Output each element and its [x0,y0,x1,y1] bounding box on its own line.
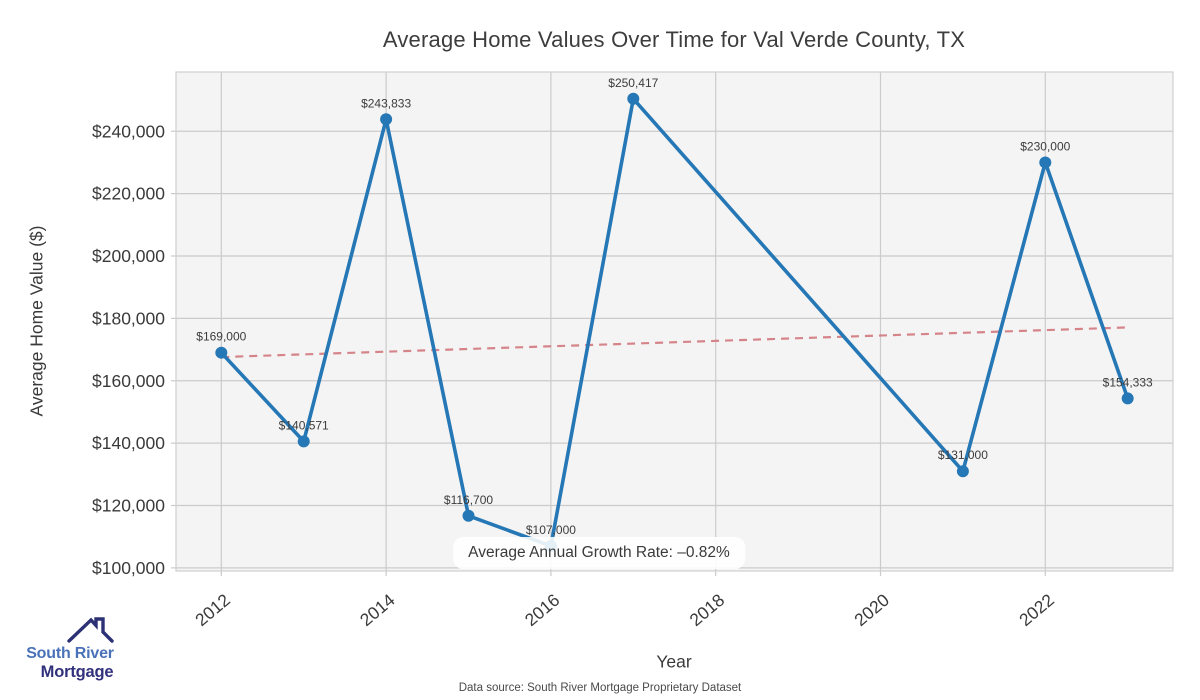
data-point-marker [627,92,640,105]
data-point-label: $116,700 [444,493,493,507]
y-tick-label: $120,000 [92,496,165,516]
house-roof-icon [67,617,114,643]
data-point-marker [462,509,475,522]
x-tick-label: 2022 [1015,590,1058,630]
data-point-marker [1039,156,1052,169]
chart-title: Average Home Values Over Time for Val Ve… [382,27,966,52]
y-tick-label: $220,000 [92,184,165,204]
data-point-label: $243,833 [361,96,411,110]
data-point-label: $140,571 [279,418,329,432]
y-tick-label: $240,000 [92,121,165,141]
x-tick-label: 2014 [356,590,399,631]
logo-text-line1: South River [26,645,114,662]
growth-rate-annotation: Average Annual Growth Rate: –0.82% [453,537,745,569]
data-point-label: $154,333 [1103,375,1153,389]
y-tick-label: $200,000 [92,246,165,266]
data-point-marker [1121,392,1134,405]
x-axis-label: Year [656,651,692,672]
logo-text-line2: Mortgage [40,663,114,681]
data-point-label: $131,000 [938,448,988,462]
data-point-marker [297,435,310,448]
roof-path [67,617,114,643]
x-tick-label: 2012 [191,590,234,630]
data-point-label: $169,000 [196,330,246,344]
logo: South River Mortgage [18,616,122,682]
x-tick-label: 2020 [850,590,893,631]
y-tick-label: $160,000 [92,371,165,391]
data-source-note: Data source: South River Mortgage Propri… [458,682,742,694]
y-axis-label: Average Home Value ($) [26,225,47,417]
data-point-marker [215,346,228,359]
data-point-label: $230,000 [1020,139,1070,153]
data-point-label: $250,417 [608,76,658,90]
plot-background [176,72,1173,571]
plot-border [175,71,1174,572]
trend-line [221,326,1128,359]
x-tick-label: 2018 [686,590,729,630]
y-tick-label: $180,000 [92,308,165,328]
y-tick-label: $100,000 [92,558,165,578]
data-point-marker [956,465,969,478]
y-tick-label: $140,000 [92,433,165,453]
x-tick-label: 2016 [521,590,564,630]
data-point-marker [380,113,393,126]
data-point-label: $107,000 [526,523,576,537]
